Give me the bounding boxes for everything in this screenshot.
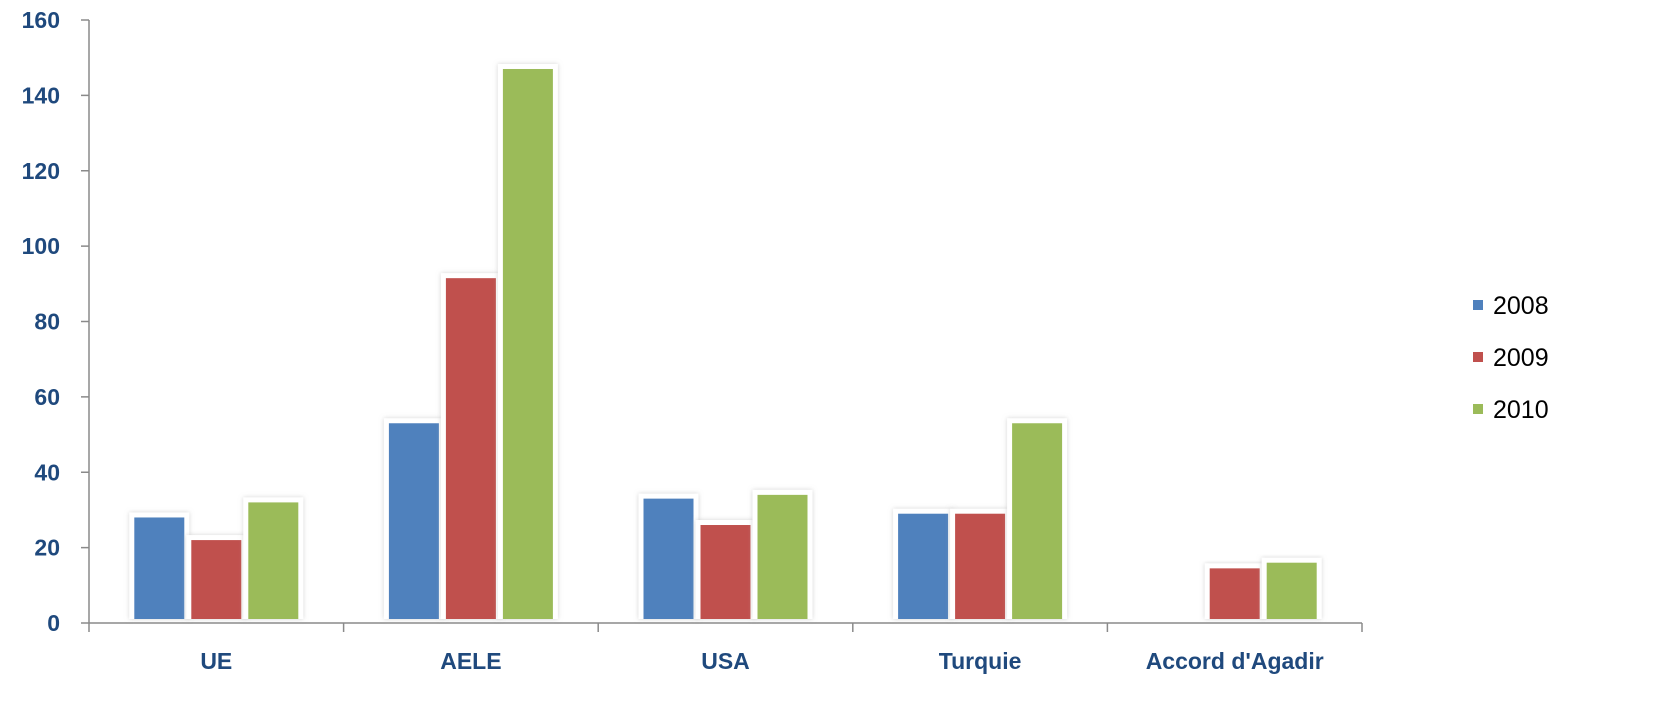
bar-2009-accord-d-agadir xyxy=(1209,568,1260,619)
y-tick-label: 60 xyxy=(34,384,60,410)
legend-swatch-2010 xyxy=(1473,404,1483,414)
bar-2009-turquie xyxy=(955,513,1006,619)
x-tick-label: Accord d'Agadir xyxy=(1146,648,1324,674)
x-tick-label: USA xyxy=(701,648,750,674)
bar-2010-ue xyxy=(248,502,299,619)
x-tick-label: AELE xyxy=(440,648,501,674)
legend: 2008 2009 2010 xyxy=(1473,292,1549,424)
bar-2009-ue xyxy=(191,540,242,619)
bar-2010-accord-d-agadir xyxy=(1266,562,1317,619)
legend-label-2010: 2010 xyxy=(1493,396,1549,424)
bar-2010-usa xyxy=(757,494,808,619)
y-tick-label: 140 xyxy=(22,82,60,108)
y-tick-label: 100 xyxy=(22,233,60,259)
bars-group xyxy=(129,63,1322,619)
x-axis: UE AELE USA Turquie Accord d'Agadir xyxy=(88,622,1363,674)
legend-label-2009: 2009 xyxy=(1493,344,1549,372)
bar-2010-turquie xyxy=(1012,423,1063,619)
bar-2008-usa xyxy=(643,498,694,619)
legend-swatch-2008 xyxy=(1473,300,1483,310)
bar-2008-ue xyxy=(134,517,185,619)
y-tick-label: 0 xyxy=(47,610,60,636)
x-tick-label: UE xyxy=(200,648,232,674)
bar-2008-turquie xyxy=(898,513,949,619)
y-tick-label: 40 xyxy=(34,459,60,485)
x-tick-label: Turquie xyxy=(939,648,1022,674)
legend-label-2008: 2008 xyxy=(1493,292,1549,320)
bar-2010-aele xyxy=(502,68,553,619)
bar-2008-aele xyxy=(388,423,439,619)
y-tick-label: 120 xyxy=(22,158,60,184)
y-axis: 0 20 40 60 80 100 120 140 160 xyxy=(22,7,90,636)
y-tick-label: 160 xyxy=(22,7,60,33)
legend-swatch-2009 xyxy=(1473,352,1483,362)
y-tick-label: 80 xyxy=(34,309,60,335)
y-tick-label: 20 xyxy=(34,535,60,561)
bar-2009-aele xyxy=(445,278,496,619)
bar-2009-usa xyxy=(700,525,751,619)
